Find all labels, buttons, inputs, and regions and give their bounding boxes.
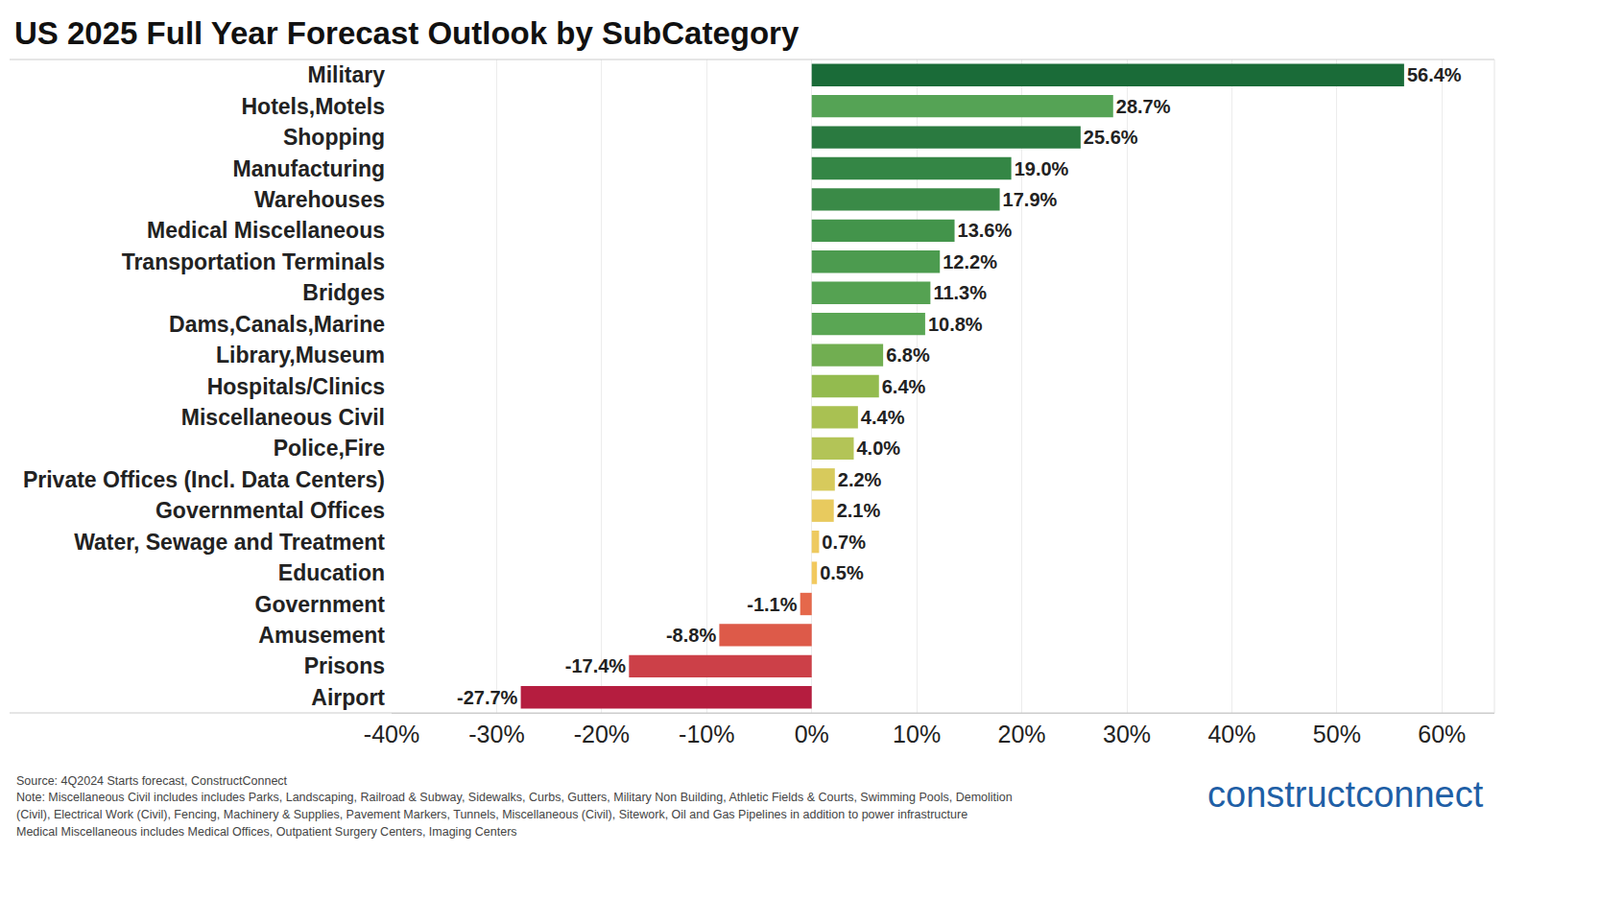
svg-text:6.4%: 6.4% xyxy=(882,376,927,398)
svg-text:Medical Miscellaneous: Medical Miscellaneous xyxy=(146,217,385,243)
svg-text:Education: Education xyxy=(278,560,385,586)
svg-text:60%: 60% xyxy=(1417,720,1466,748)
svg-text:-20%: -20% xyxy=(573,720,630,748)
svg-text:-10%: -10% xyxy=(678,720,735,748)
svg-text:12.2%: 12.2% xyxy=(942,251,998,273)
svg-text:Medical Miscellaneous includes: Medical Miscellaneous includes Medical O… xyxy=(16,825,518,839)
svg-text:US 2025 Full Year Forecast Out: US 2025 Full Year Forecast Outlook by Su… xyxy=(14,15,800,51)
svg-text:Military: Military xyxy=(307,62,385,88)
svg-text:4.0%: 4.0% xyxy=(856,437,901,459)
svg-text:13.6%: 13.6% xyxy=(957,219,1013,241)
svg-text:0.7%: 0.7% xyxy=(821,531,866,553)
svg-text:19.0%: 19.0% xyxy=(1014,158,1070,180)
svg-text:28.7%: 28.7% xyxy=(1116,95,1171,118)
svg-text:30%: 30% xyxy=(1102,720,1151,748)
svg-text:Government: Government xyxy=(255,592,386,618)
svg-text:Hospitals/Clinics: Hospitals/Clinics xyxy=(207,374,385,400)
svg-text:0.5%: 0.5% xyxy=(819,562,864,584)
svg-text:Water, Sewage and Treatment: Water, Sewage and Treatment xyxy=(73,529,385,555)
svg-text:Governmental Offices: Governmental Offices xyxy=(155,498,385,524)
svg-text:Transportation Terminals: Transportation Terminals xyxy=(121,249,385,275)
svg-text:Note: Miscellaneous Civil incl: Note: Miscellaneous Civil includes inclu… xyxy=(16,790,1013,805)
svg-text:Prisons: Prisons xyxy=(304,653,385,679)
svg-text:20%: 20% xyxy=(998,720,1047,748)
svg-text:25.6%: 25.6% xyxy=(1083,126,1139,148)
svg-text:Police,Fire: Police,Fire xyxy=(273,435,385,461)
svg-text:-27.7%: -27.7% xyxy=(456,687,519,709)
svg-text:-40%: -40% xyxy=(363,720,420,748)
svg-text:(Civil), Electrical Work (Civi: (Civil), Electrical Work (Civil), Fencin… xyxy=(16,808,968,822)
svg-text:10%: 10% xyxy=(892,720,941,748)
svg-text:Manufacturing: Manufacturing xyxy=(233,156,385,182)
svg-text:Airport: Airport xyxy=(310,685,385,711)
svg-text:10.8%: 10.8% xyxy=(928,313,983,335)
svg-text:4.4%: 4.4% xyxy=(860,406,906,429)
svg-text:-17.4%: -17.4% xyxy=(565,655,627,677)
svg-text:2.2%: 2.2% xyxy=(837,469,883,491)
svg-text:constructconnect: constructconnect xyxy=(1207,774,1484,815)
svg-text:Hotels,Motels: Hotels,Motels xyxy=(240,94,385,120)
svg-text:17.9%: 17.9% xyxy=(1002,189,1058,211)
svg-text:-8.8%: -8.8% xyxy=(666,624,717,646)
svg-text:Dams,Canals,Marine: Dams,Canals,Marine xyxy=(168,311,385,337)
svg-text:Amusement: Amusement xyxy=(258,622,385,648)
svg-text:Private Offices (Incl. Data Ce: Private Offices (Incl. Data Centers) xyxy=(23,467,385,493)
svg-text:2.1%: 2.1% xyxy=(836,500,882,522)
svg-text:11.3%: 11.3% xyxy=(932,282,987,304)
svg-text:56.4%: 56.4% xyxy=(1407,64,1462,86)
svg-text:Bridges: Bridges xyxy=(302,280,385,306)
svg-text:Source: 4Q2024 Starts forecast: Source: 4Q2024 Starts forecast, Construc… xyxy=(16,774,288,789)
svg-text:Library,Museum: Library,Museum xyxy=(215,342,385,368)
svg-text:50%: 50% xyxy=(1313,720,1362,748)
svg-text:6.8%: 6.8% xyxy=(885,344,931,366)
svg-text:Miscellaneous Civil: Miscellaneous Civil xyxy=(181,405,385,430)
svg-text:0%: 0% xyxy=(794,720,830,748)
svg-text:Warehouses: Warehouses xyxy=(254,187,385,213)
svg-text:-1.1%: -1.1% xyxy=(746,594,797,616)
svg-text:40%: 40% xyxy=(1207,720,1256,748)
svg-text:-30%: -30% xyxy=(468,720,525,748)
svg-text:Shopping: Shopping xyxy=(283,124,385,150)
